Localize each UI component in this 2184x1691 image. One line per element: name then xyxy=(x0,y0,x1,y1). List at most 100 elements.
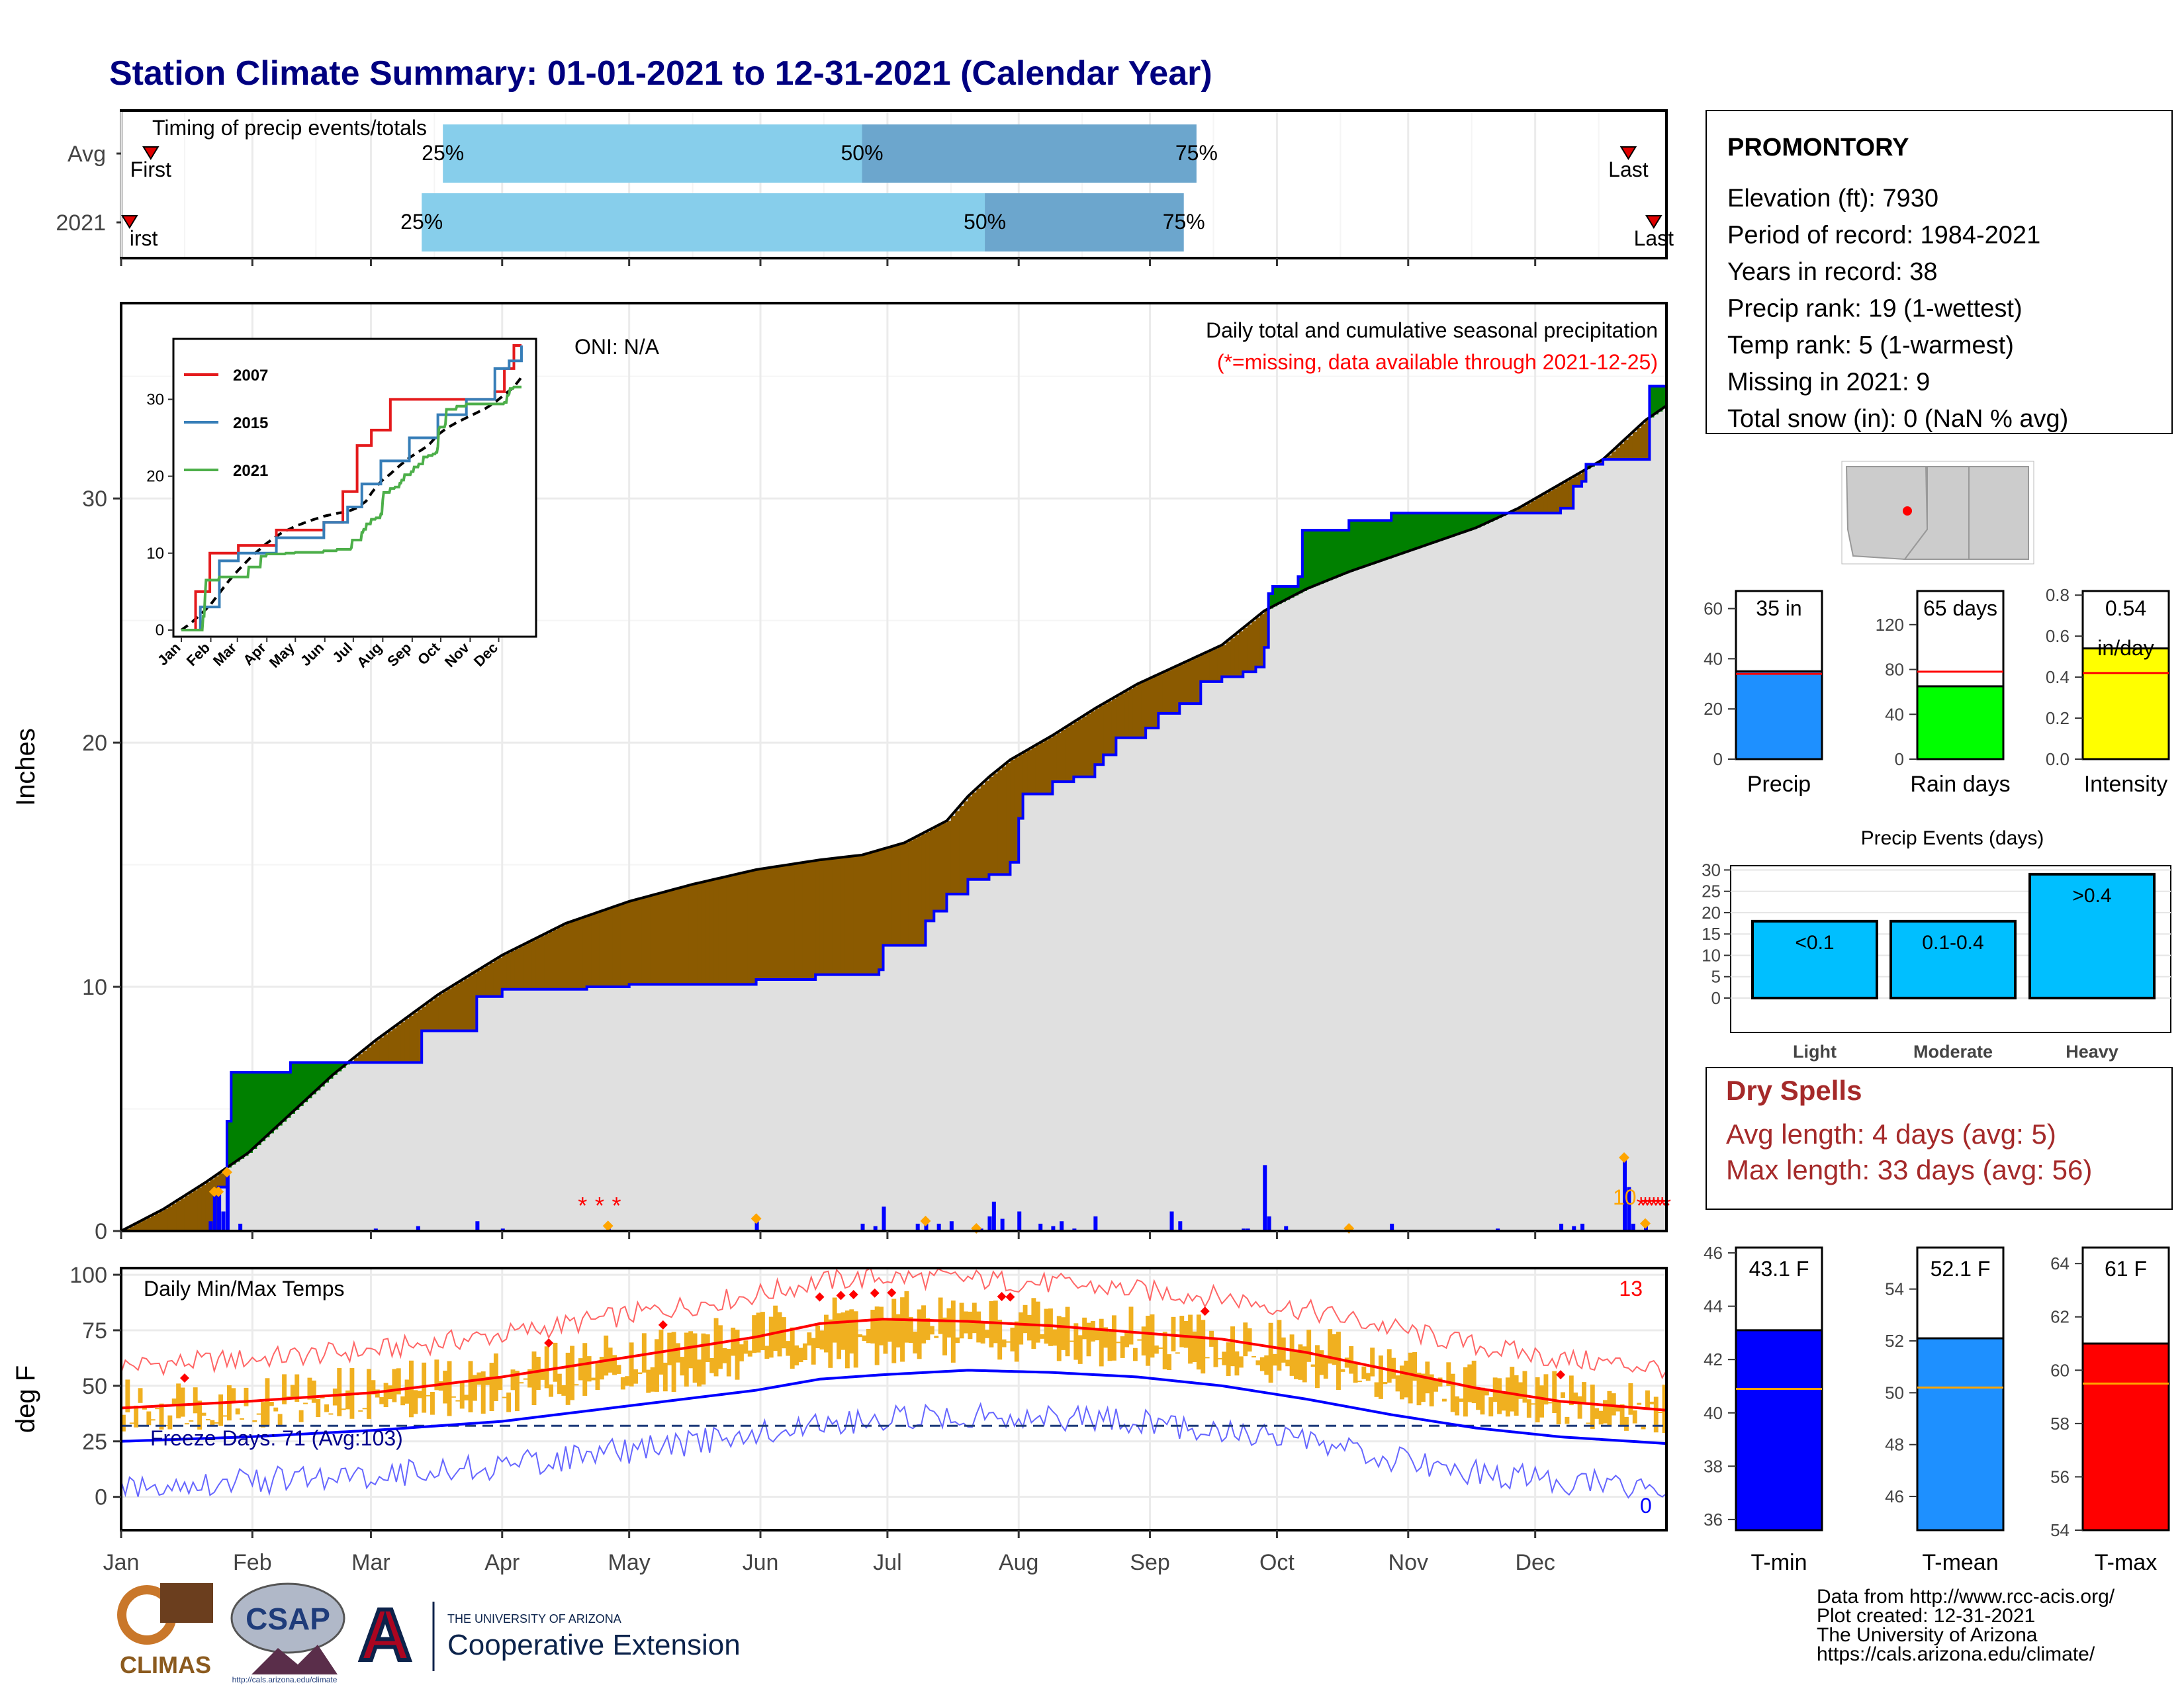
month-label: Jan xyxy=(103,1550,140,1575)
surplus-sliver xyxy=(1463,513,1468,533)
month-label: Dec xyxy=(1515,1550,1555,1575)
daily-temp-bar xyxy=(1484,1390,1489,1396)
deficit-sliver xyxy=(718,878,723,985)
temp-gauge-bar xyxy=(1735,1329,1823,1531)
daily-precip-bar xyxy=(754,1221,759,1231)
deficit-sliver xyxy=(938,825,943,911)
daily-temp-bar xyxy=(879,1306,884,1346)
daily-temp-bar xyxy=(1255,1360,1261,1365)
daily-temp-bar xyxy=(866,1328,871,1344)
daily-temp-bar xyxy=(671,1332,676,1393)
deficit-sliver xyxy=(764,868,770,980)
events-bar xyxy=(1889,919,2017,1000)
daily-temp-bar xyxy=(1357,1381,1362,1383)
daily-temp-bar xyxy=(887,1318,892,1342)
deficit-sliver xyxy=(409,1015,414,1063)
deficit-sliver xyxy=(1226,641,1231,677)
deficit-sliver xyxy=(591,914,596,987)
daily-temp-bar xyxy=(1645,1390,1650,1408)
surplus-sliver xyxy=(1395,513,1400,556)
surplus-sliver xyxy=(1294,586,1299,596)
temp-gauge-tick: 54 xyxy=(1885,1279,1904,1299)
daily-temp-bar xyxy=(1124,1332,1130,1348)
station-info-line: Years in record: 38 xyxy=(1727,258,1938,286)
surplus-sliver xyxy=(1298,576,1303,594)
precip-y-tick: 20 xyxy=(82,731,107,756)
daily-temp-bar xyxy=(1505,1377,1510,1417)
deficit-sliver xyxy=(197,1187,203,1231)
events-bar-label: <0.1 xyxy=(1795,932,1834,954)
daily-temp-bar xyxy=(1429,1374,1434,1406)
daily-temp-bar xyxy=(1222,1351,1227,1365)
surplus-sliver xyxy=(1399,513,1404,555)
deficit-sliver xyxy=(1526,503,1531,514)
gauge-raindays: 0 40 80 120 65 days Rain days xyxy=(1876,590,2011,797)
surplus-sliver xyxy=(269,1072,274,1134)
daily-temp-bar xyxy=(874,1306,880,1365)
daily-precip-bar xyxy=(1038,1223,1043,1231)
deficit-sliver xyxy=(625,903,630,987)
gauge-tick: 60 xyxy=(1704,599,1723,619)
surplus-sliver xyxy=(1289,586,1295,598)
daily-temp-bar xyxy=(307,1377,312,1400)
deficit-sliver xyxy=(1183,663,1189,704)
daily-temp-bar xyxy=(620,1377,625,1390)
daily-temp-bar xyxy=(684,1332,689,1387)
daily-temp-bar xyxy=(1175,1352,1180,1354)
deficit-sliver xyxy=(375,1040,380,1063)
gauge-precip: 0 20 40 60 35 in Precip xyxy=(1704,590,1823,797)
daily-temp-bar xyxy=(451,1396,456,1398)
deficit-sliver xyxy=(925,831,931,921)
surplus-sliver xyxy=(1404,513,1409,553)
daily-temp-bar xyxy=(531,1351,537,1406)
deficit-sliver xyxy=(222,1170,228,1187)
deficit-sliver xyxy=(1255,617,1261,667)
missing-day-marker: * xyxy=(1649,1192,1659,1219)
deficit-sliver xyxy=(705,881,710,985)
deficit-sliver xyxy=(620,904,625,987)
deficit-sliver xyxy=(646,897,651,985)
deficit-sliver xyxy=(934,827,939,911)
deficit-sliver xyxy=(650,895,655,985)
deficit-sliver xyxy=(773,867,778,980)
daily-temp-bar xyxy=(764,1346,770,1359)
surplus-sliver xyxy=(1459,513,1464,534)
deficit-sliver xyxy=(942,823,948,911)
deficit-sliver xyxy=(1103,704,1109,755)
deficit-sliver xyxy=(1162,672,1167,713)
deficit-sliver xyxy=(417,1009,422,1063)
precip-legend-title: Daily total and cumulative seasonal prec… xyxy=(1206,318,1658,342)
gauge-bar xyxy=(1735,670,1823,760)
daily-temp-bar xyxy=(1476,1388,1481,1410)
daily-temp-bar xyxy=(586,1356,592,1382)
daily-temp-bar xyxy=(832,1297,837,1343)
station-info-line: Elevation (ft): 7930 xyxy=(1727,185,1938,212)
daily-precip-bar xyxy=(1284,1226,1289,1231)
ua-logo: A THE UNIVERSITY OF ARIZONA Cooperative … xyxy=(357,1592,740,1678)
surplus-sliver xyxy=(1319,530,1324,584)
daily-temp-bar xyxy=(1387,1349,1392,1383)
daily-precip-bar xyxy=(987,1216,992,1231)
surplus-sliver xyxy=(1268,594,1273,609)
surplus-sliver xyxy=(1471,513,1477,529)
daily-temp-bar xyxy=(773,1305,778,1351)
surplus-sliver xyxy=(1412,513,1418,550)
deficit-sliver xyxy=(895,845,901,946)
daily-temp-bar xyxy=(1556,1400,1561,1425)
deficit-sliver xyxy=(662,892,668,985)
daily-temp-bar xyxy=(235,1408,240,1415)
daily-precip-bar xyxy=(1580,1223,1585,1231)
daily-temp-bar xyxy=(1399,1365,1404,1400)
surplus-sliver xyxy=(298,1062,304,1107)
deficit-sliver xyxy=(1539,496,1545,514)
daily-precip-bar xyxy=(416,1226,420,1231)
daily-temp-bar xyxy=(858,1334,863,1338)
temp-gauge-value: 52.1 F xyxy=(1931,1257,1991,1281)
deficit-sliver xyxy=(438,994,443,1031)
daily-temp-bar xyxy=(1273,1353,1277,1366)
station-info-line: Temp rank: 5 (1-warmest) xyxy=(1727,332,2014,359)
deficit-sliver xyxy=(1019,754,1024,819)
surplus-sliver xyxy=(1315,530,1320,586)
daily-temp-bar xyxy=(557,1373,562,1394)
